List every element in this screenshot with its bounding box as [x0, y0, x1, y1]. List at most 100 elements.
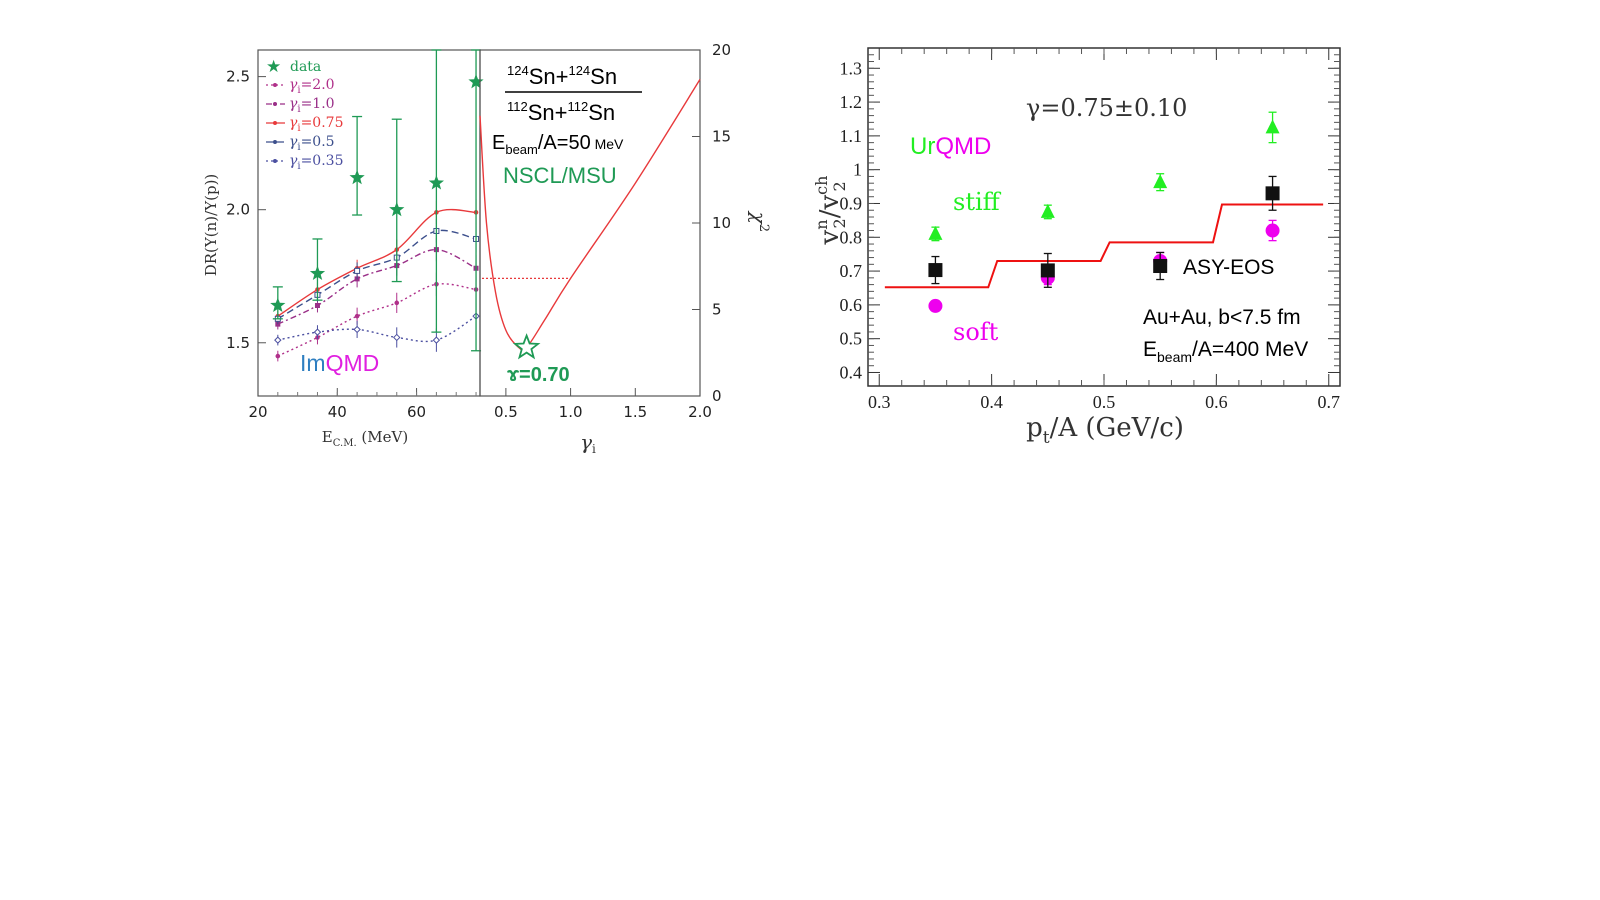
chi2-panel: 0.5 1.0 1.5 2.00 5 10 15 20 124Sn+124Sn 112Sn+1… — [479, 41, 771, 456]
asy-ytick-label: 1 — [853, 160, 862, 180]
chi2-xtick-label: 1.5 — [623, 403, 647, 421]
asy-ytick-label: 0.4 — [840, 362, 863, 382]
chi2-ytick-label: 5 — [712, 301, 722, 319]
imqmd-panel: 20 40 60 1.5 2.0 2.5 ★ data γi=2.0γi=1.0 γi=0.… — [202, 49, 484, 449]
asyeos-xlabel: pt/A (GeV/c) — [1026, 413, 1184, 448]
asy-beam-label: Ebeam/A=400 MeV — [1143, 338, 1308, 365]
asy-ytick-label: 1.2 — [840, 92, 863, 112]
imqmd-series-point — [313, 328, 322, 336]
asy-xtick-label: 0.6 — [1205, 392, 1228, 412]
legend-marker — [273, 102, 277, 106]
imqmd-data-star — [270, 297, 286, 312]
asy-xtick-label: 0.4 — [980, 392, 1003, 412]
imqmd-series-line — [277, 248, 477, 325]
imqmd-series-point — [354, 313, 360, 319]
asy-data-point — [1265, 186, 1280, 201]
imqmd-series-line — [277, 208, 477, 317]
asyeos-panel: 0.3 0.4 0.5 0.6 0.70.40.50.60.70.80.911.11.2… — [812, 47, 1341, 448]
asyeos-ylabel: vn2/vch2 — [812, 176, 849, 246]
asyeos-axes: 0.3 0.4 0.5 0.6 0.70.40.50.60.70.80.911.11.2… — [840, 48, 1341, 412]
asy-xtick-label: 0.5 — [1093, 392, 1116, 412]
asy-ytick-label: 1.3 — [840, 58, 863, 78]
imqmd-ytick-label: 2.0 — [226, 201, 250, 219]
chi2-curve — [479, 79, 701, 360]
soft-label: soft — [953, 318, 999, 346]
asyeos-model-label: UrQMD — [910, 133, 991, 160]
imqmd-series-line — [277, 315, 477, 343]
imqmd-data-star — [309, 265, 326, 280]
imqmd-series-line — [277, 229, 477, 320]
imqmd-series-point — [314, 303, 320, 309]
beam-energy-label: Ebeam/A=50 MeV — [492, 132, 624, 157]
legend-label: γi=1.0 — [289, 96, 335, 115]
imqmd-ylabel: DR(Y(n)/Y(p)) — [202, 174, 220, 277]
imqmd-series-line — [277, 283, 477, 357]
chi2-xlabel: γi — [580, 430, 596, 456]
asy-ytick-label: 0.7 — [840, 261, 863, 281]
asy-ytick-label: 0.8 — [840, 227, 863, 247]
reaction-denominator: 112Sn+112Sn — [507, 99, 615, 125]
legend-label: γi=0.5 — [289, 134, 335, 153]
asyeos-fit-line — [884, 203, 1324, 289]
legend-marker — [273, 140, 277, 144]
chi2-ylabel: χ2 — [747, 210, 771, 232]
lab-label: NSCL/MSU — [503, 163, 617, 188]
stiff-label: stiff — [953, 188, 1002, 216]
imqmd-axes: 20 40 60 1.5 2.0 2.5 — [226, 68, 477, 421]
asy-ytick-label: 1.1 — [840, 126, 863, 146]
chi2-axes: 0.5 1.0 1.5 2.00 5 10 15 20 — [494, 41, 731, 421]
imqmd-series-point — [432, 336, 441, 344]
asy-data-point — [928, 263, 943, 278]
imqmd-data-star — [389, 201, 405, 217]
legend-data-star: ★ — [266, 57, 281, 77]
imqmd-xtick-label: 60 — [407, 403, 426, 421]
imqmd-model-lines — [274, 199, 480, 362]
imqmd-data-star — [349, 169, 365, 185]
imqmd-series-point — [354, 267, 361, 274]
imqmd-ytick-label: 2.5 — [226, 68, 250, 86]
asy-data-point — [1040, 263, 1055, 278]
legend-marker — [273, 83, 277, 87]
chi2-xtick-label: 2.0 — [688, 403, 712, 421]
imqmd-xtick-label: 40 — [328, 403, 347, 421]
asy-xtick-label: 0.3 — [868, 392, 891, 412]
legend-data-label: data — [290, 59, 321, 75]
asy-soft-point — [928, 298, 943, 313]
asy-stiff-point — [1265, 119, 1280, 134]
legend-label: γi=2.0 — [289, 77, 335, 96]
imqmd-xlabel: EC.M. (MeV) — [322, 428, 408, 449]
imqmd-xtick-label: 20 — [248, 403, 267, 421]
imqmd-data-star — [428, 175, 444, 190]
asy-stiff-point — [1153, 174, 1168, 189]
imqmd-series-point — [274, 336, 282, 344]
chi2-ytick-label: 20 — [712, 41, 731, 59]
asy-xtick-label: 0.7 — [1318, 392, 1341, 412]
chi2-xtick-label: 1.0 — [559, 403, 583, 421]
asy-soft-point — [1265, 223, 1280, 238]
imqmd-series-point — [393, 333, 401, 342]
imqmd-series-point — [275, 353, 281, 359]
chi2-ytick-label: 0 — [712, 387, 722, 405]
legend-label: γi=0.35 — [289, 153, 343, 172]
asy-data-point — [1153, 259, 1168, 274]
system-label: Au+Au, b<7.5 fm — [1143, 306, 1301, 329]
asyeos-gamma-text: γ=0.75±0.10 — [1026, 94, 1187, 122]
asy-stiff-point — [928, 225, 943, 240]
imqmd-series-point — [394, 300, 400, 306]
gamma-result: ɤ=0.70 — [507, 364, 570, 386]
imqmd-series-point — [353, 325, 361, 334]
asyeos-points — [928, 111, 1280, 313]
chi2-xtick-label: 0.5 — [494, 403, 518, 421]
reaction-numerator: 124Sn+124Sn — [507, 63, 617, 89]
asy-stiff-point — [1040, 203, 1055, 218]
imqmd-ytick-label: 1.5 — [226, 334, 250, 352]
chi2-ytick-label: 15 — [712, 128, 731, 146]
imqmd-model-label: ImQMD — [300, 350, 379, 376]
asy-ytick-label: 0.9 — [840, 193, 863, 213]
asy-fit-step — [884, 203, 1324, 289]
legend-marker — [273, 159, 277, 163]
imqmd-data-points — [270, 49, 484, 352]
chi2-min-star — [512, 333, 541, 360]
asy-ytick-label: 0.5 — [840, 329, 863, 349]
